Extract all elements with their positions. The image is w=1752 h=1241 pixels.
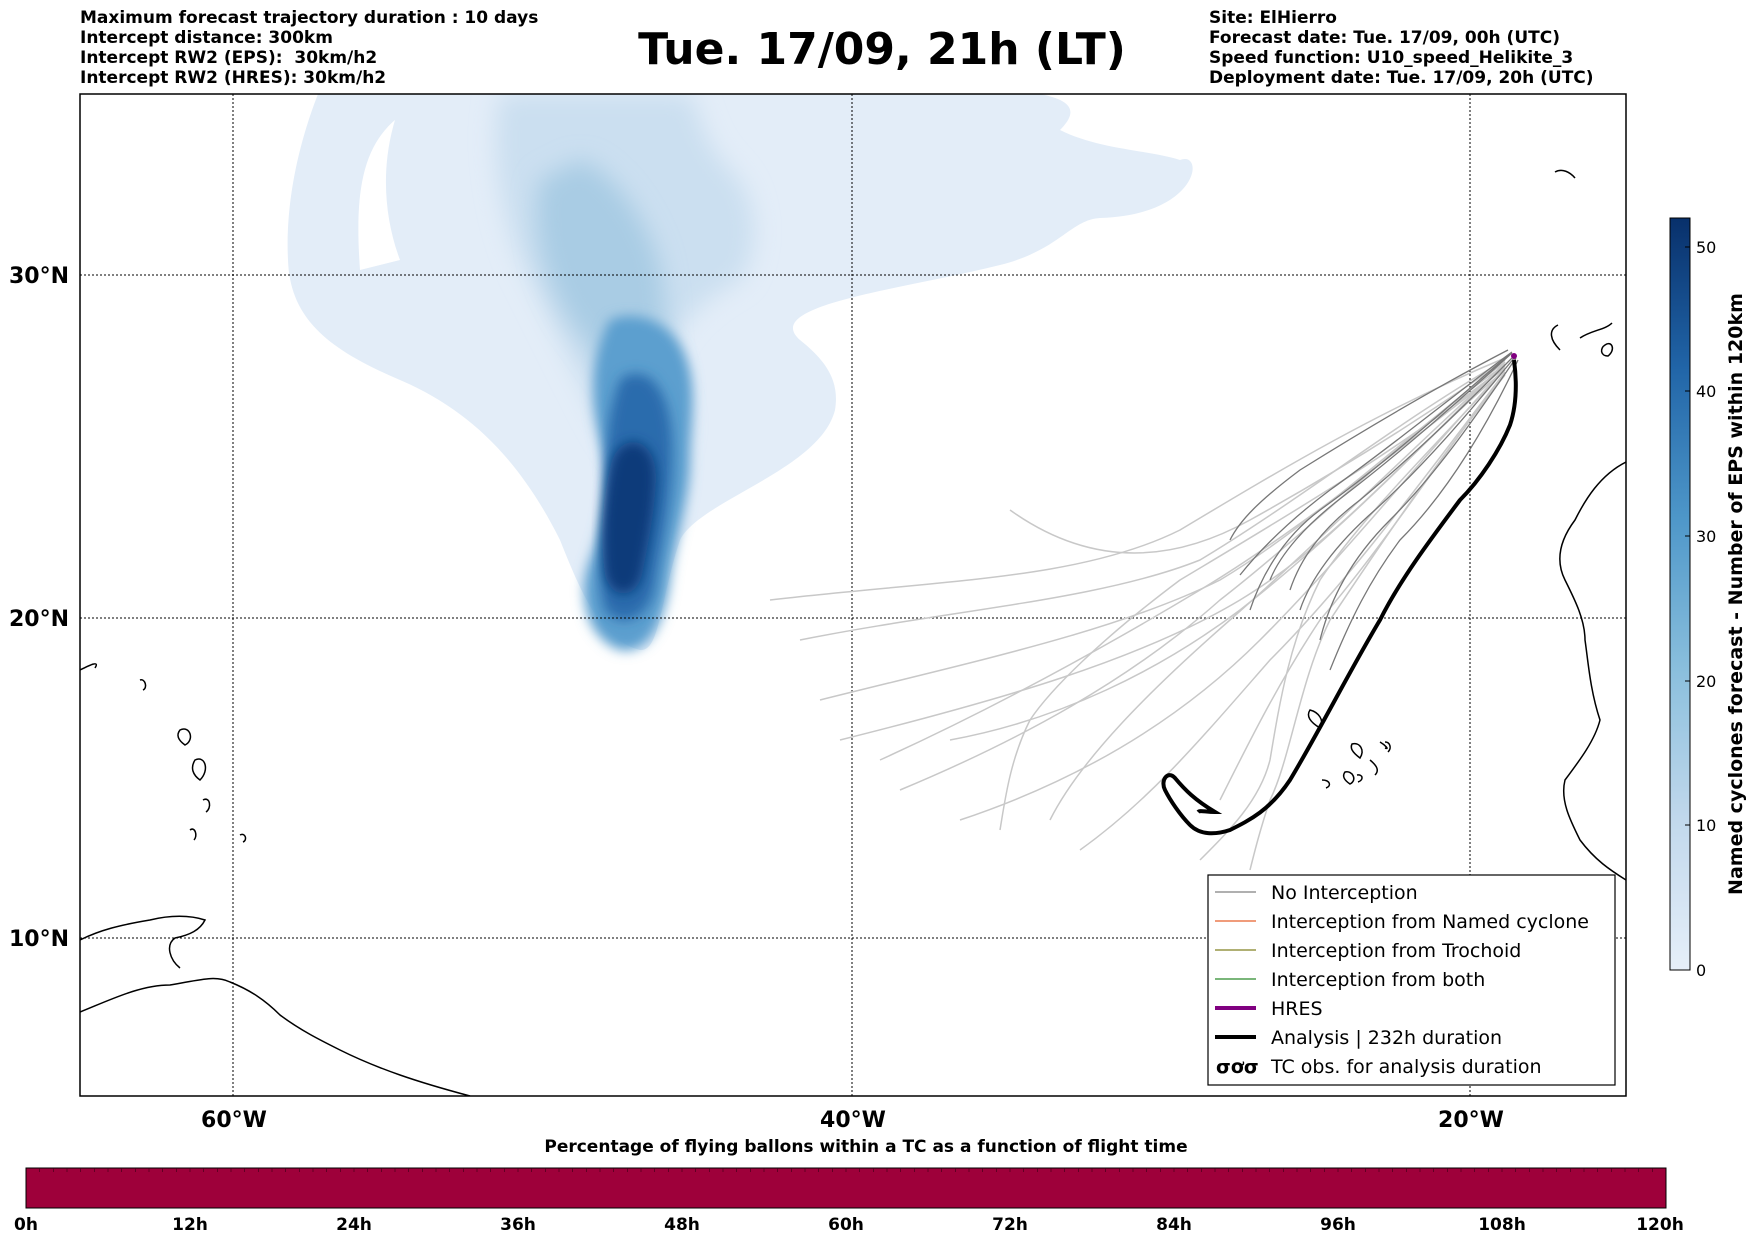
- deployment-date-text: Deployment date: Tue. 17/09, 20h (UTC): [1209, 68, 1594, 88]
- legend-label-trochoid: Interception from Trochoid: [1271, 940, 1521, 962]
- colorbar-tick-0: 0: [1696, 961, 1706, 980]
- speed-function-text: Speed function: U10_speed_Helikite_3: [1209, 48, 1574, 68]
- time-tick-0h: 0h: [14, 1215, 38, 1235]
- analysis-track: [1161, 359, 1518, 836]
- time-tick-12h: 12h: [172, 1215, 208, 1235]
- colorbar-tick-30: 30: [1696, 527, 1716, 546]
- colorbar-gradient: [1669, 217, 1691, 971]
- time-tick-120h: 120h: [1636, 1215, 1684, 1235]
- legend-label-both: Interception from both: [1271, 969, 1485, 991]
- lon-label-60w: 60°W: [201, 1108, 267, 1133]
- colorbar-tick-40: 40: [1696, 382, 1716, 401]
- max-duration-text: Maximum forecast trajectory duration : 1…: [80, 8, 539, 28]
- lon-label-40w: 40°W: [820, 1108, 886, 1133]
- time-tick-84h: 84h: [1156, 1215, 1192, 1235]
- lat-label-10n: 10°N: [9, 927, 69, 952]
- tc-obs-symbol-icon: σơσ: [1216, 1056, 1259, 1078]
- trajectories-no-interception: [1229, 349, 1519, 671]
- coastlines: [80, 169, 1626, 1096]
- time-bar-minor-ticks: [39, 1168, 1653, 1172]
- intercept-distance-text: Intercept distance: 300km: [80, 28, 333, 48]
- trajectories-light: [769, 357, 1506, 871]
- colorbar-tick-20: 20: [1696, 672, 1716, 691]
- legend: No Interception Interception from Named …: [1207, 874, 1616, 1086]
- time-tick-72h: 72h: [992, 1215, 1028, 1235]
- legend-label-hres: HRES: [1271, 998, 1323, 1020]
- time-tick-108h: 108h: [1478, 1215, 1526, 1235]
- colorbar-tick-50: 50: [1696, 238, 1716, 257]
- legend-label-named-cyclone: Interception from Named cyclone: [1271, 911, 1589, 933]
- legend-label-no-interception: No Interception: [1271, 882, 1418, 904]
- legend-label-tc-obs: TC obs. for analysis duration: [1270, 1056, 1542, 1078]
- time-bar-title: Percentage of flying ballons within a TC…: [544, 1137, 1187, 1157]
- lon-label-20w: 20°W: [1438, 1108, 1504, 1133]
- time-bar: Percentage of flying ballons within a TC…: [14, 1137, 1684, 1235]
- time-tick-48h: 48h: [664, 1215, 700, 1235]
- forecast-settings: Maximum forecast trajectory duration : 1…: [80, 8, 538, 88]
- lat-label-20n: 20°N: [9, 607, 69, 632]
- cyclone-density-field: [287, 94, 1193, 651]
- site-info: Site: ElHierro Forecast date: Tue. 17/09…: [1209, 8, 1594, 88]
- map-title: Tue. 17/09, 21h (LT): [638, 24, 1126, 75]
- intercept-eps-text: Intercept RW2 (EPS): 30km/h2: [80, 48, 378, 68]
- colorbar-title: Named cyclones forecast - Number of EPS …: [1725, 293, 1747, 895]
- time-bar-fill: [26, 1168, 1666, 1208]
- lat-label-30n: 30°N: [9, 264, 69, 289]
- hres-marker: [1511, 353, 1517, 359]
- time-tick-96h: 96h: [1320, 1215, 1356, 1235]
- legend-box: [1207, 874, 1616, 1086]
- time-tick-60h: 60h: [828, 1215, 864, 1235]
- intercept-hres-text: Intercept RW2 (HRES): 30km/h2: [80, 68, 387, 88]
- legend-label-analysis: Analysis | 232h duration: [1271, 1027, 1502, 1049]
- map-frame: [79, 93, 1627, 1097]
- time-tick-36h: 36h: [500, 1215, 536, 1235]
- forecast-date-text: Forecast date: Tue. 17/09, 00h (UTC): [1209, 28, 1560, 48]
- colorbar: 0 10 20 30 40 50 Named cyclones forecast…: [1669, 217, 1747, 980]
- colorbar-tick-10: 10: [1696, 816, 1716, 835]
- site-text: Site: ElHierro: [1209, 8, 1337, 28]
- time-tick-24h: 24h: [336, 1215, 372, 1235]
